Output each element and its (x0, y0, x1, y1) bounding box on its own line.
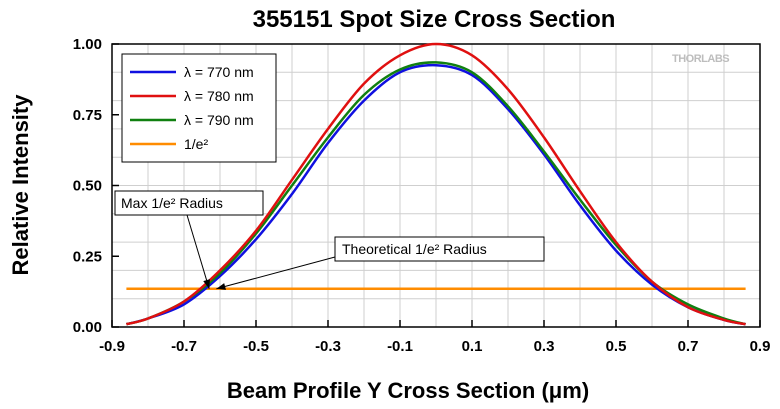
legend: λ = 770 nm λ = 780 nm λ = 790 nm 1/e² (121, 53, 277, 163)
legend-label: λ = 790 nm (184, 112, 254, 128)
y-tick-label: 1.00 (73, 36, 102, 53)
x-tick-label: 0.3 (534, 338, 555, 355)
annotation-theoretical-radius: Theoretical 1/e² Radius (216, 236, 545, 290)
legend-label: λ = 780 nm (184, 88, 254, 104)
annotation-box (334, 236, 545, 262)
y-tick-label: 0.00 (73, 319, 102, 336)
x-tick-label: -0.7 (171, 338, 197, 355)
annotation-box (114, 190, 264, 216)
y-tick-label: 0.75 (73, 107, 102, 124)
y-axis-title: Relative Intensity (8, 94, 33, 276)
annotation-arrow-line (186, 214, 210, 289)
annotation-text: Max 1/e² Radius (121, 195, 223, 211)
thorlabs-logo: THORLABS (672, 53, 729, 65)
y-tick-label: 0.25 (73, 248, 102, 265)
x-tick-label: -0.1 (387, 338, 413, 355)
chart-title: 355151 Spot Size Cross Section (253, 6, 616, 33)
x-tick-label: -0.3 (315, 338, 341, 355)
annotation-arrowhead (216, 283, 226, 290)
x-tick-label: 0.7 (678, 338, 699, 355)
annotation-arrowhead (203, 279, 210, 289)
x-tick-label: -0.9 (99, 338, 125, 355)
series-line (126, 63, 746, 326)
x-tick-label: 0.5 (606, 338, 627, 355)
legend-label: λ = 770 nm (184, 64, 254, 80)
axis-ticks (111, 43, 761, 328)
series-line (126, 42, 746, 326)
annotation-arrow-line (216, 256, 336, 290)
x-tick-label: -0.5 (243, 338, 269, 355)
x-tick-label: 0.1 (462, 338, 483, 355)
annotation-text: Theoretical 1/e² Radius (342, 241, 487, 257)
y-tick-labels: 0.00 0.25 0.50 0.75 1.00 (73, 36, 102, 336)
legend-label: 1/e² (184, 136, 208, 152)
annotation-max-radius: Max 1/e² Radius (114, 190, 264, 289)
x-axis-title: Beam Profile Y Cross Section (μm) (227, 378, 589, 403)
x-tick-labels: -0.9 -0.7 -0.5 -0.3 -0.1 0.1 0.3 0.5 0.7 0.9 (99, 338, 770, 355)
y-tick-label: 0.50 (73, 178, 102, 195)
x-tick-label: 0.9 (750, 338, 771, 355)
